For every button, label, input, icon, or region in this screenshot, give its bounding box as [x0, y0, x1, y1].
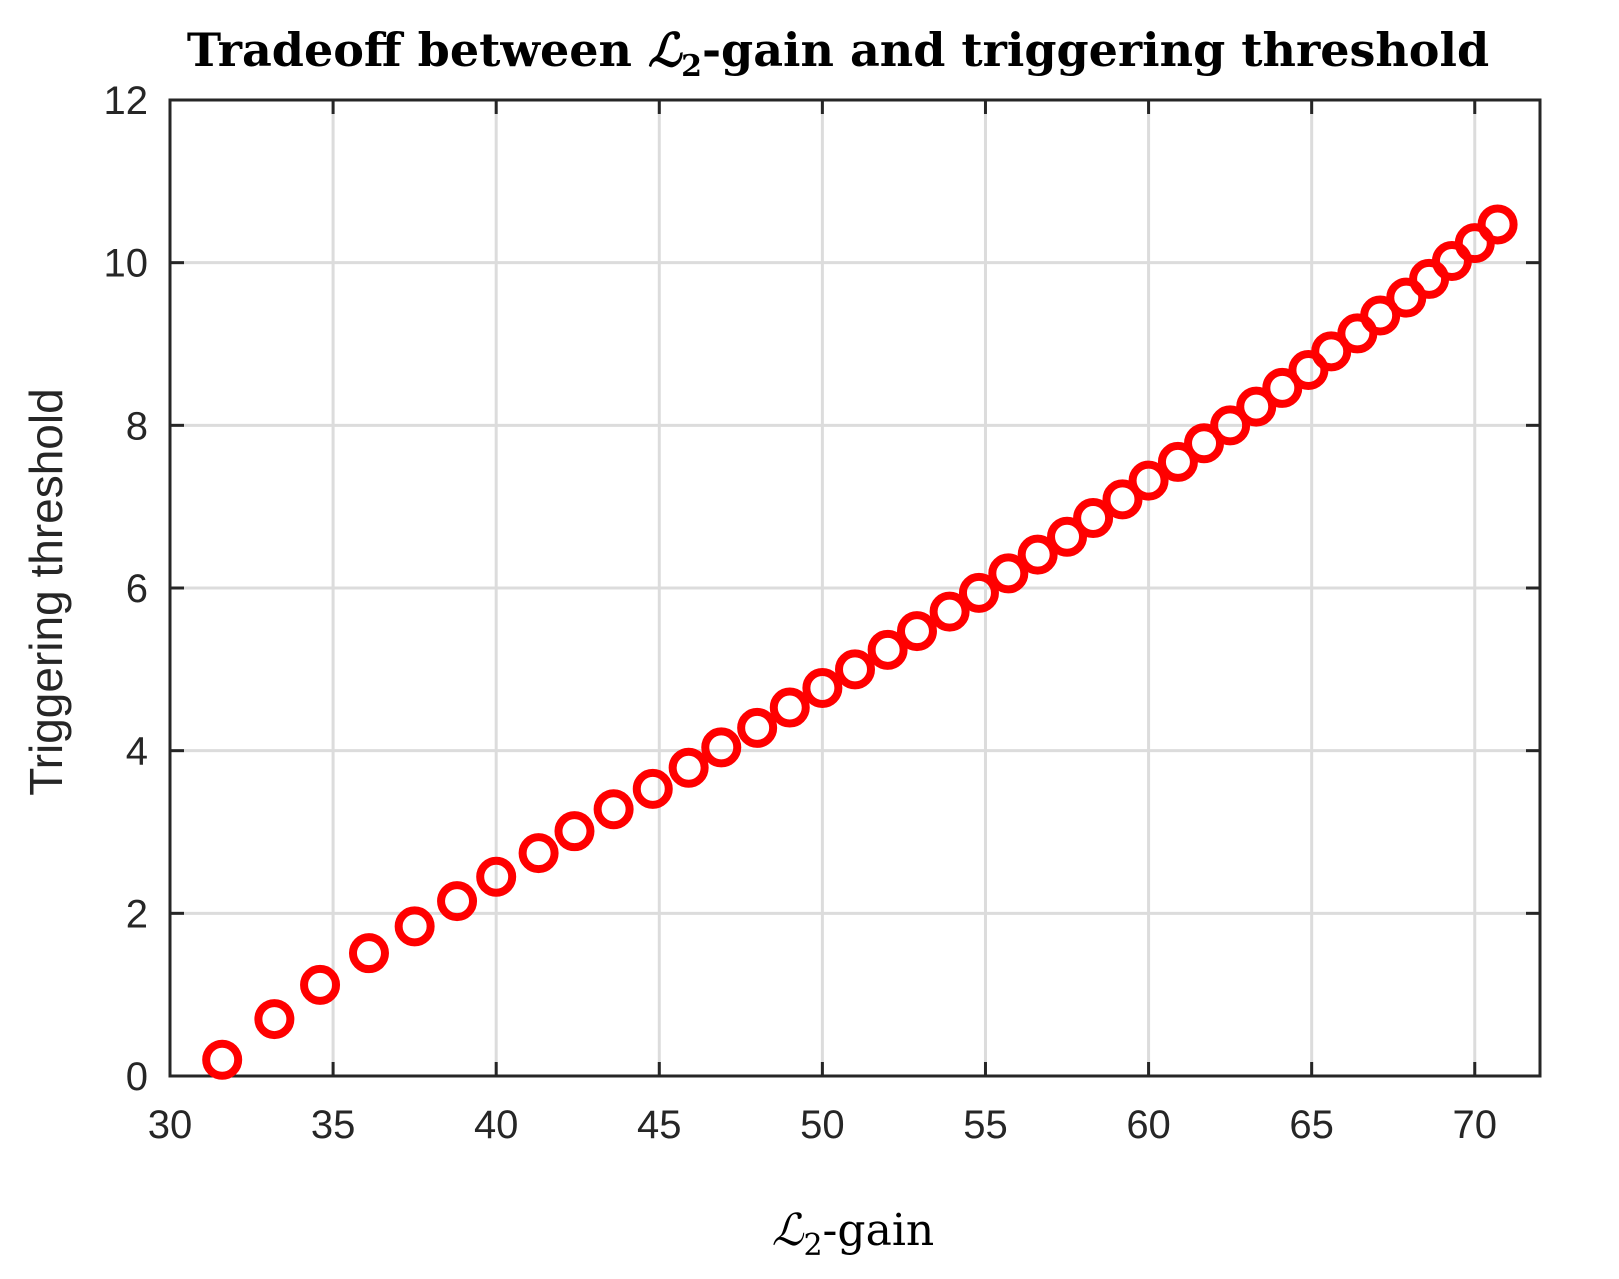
data-point: [437, 881, 478, 922]
data-point: [958, 572, 999, 613]
y-tick-label: 0: [126, 1055, 148, 1099]
chart-title: Tradeoff between ℒ2-gain and triggering …: [187, 23, 1489, 84]
data-point: [254, 999, 295, 1040]
data-point: [348, 933, 389, 974]
x-tick-label: 60: [1126, 1103, 1171, 1147]
x-tick-labels: 30 35 40 45 50 55 60 65 70: [148, 1103, 1497, 1147]
x-tick-label: 30: [148, 1103, 193, 1147]
grid: [170, 100, 1540, 1076]
data-point: [701, 727, 742, 768]
data-point: [1017, 534, 1058, 575]
data-point: [668, 747, 709, 788]
y-tick-label: 10: [104, 242, 149, 286]
data-point: [988, 553, 1029, 594]
data-point: [896, 611, 937, 652]
data-point: [300, 964, 341, 1005]
data-point: [835, 649, 875, 690]
data-point: [1210, 405, 1251, 446]
x-tick-label: 40: [474, 1103, 519, 1147]
y-tick-labels: 0 2 4 6 8 10 12: [104, 79, 149, 1099]
data-point: [867, 629, 908, 670]
data-point: [202, 1039, 243, 1080]
data-point: [1311, 331, 1352, 372]
data-point: [394, 906, 435, 947]
tick-marks: [168, 98, 1540, 1078]
y-tick-label: 12: [104, 79, 149, 123]
data-point: [1102, 479, 1143, 520]
data-point: [518, 833, 559, 874]
data-point: [1236, 386, 1277, 427]
y-tick-label: 8: [126, 404, 148, 448]
data-point: [1184, 423, 1225, 464]
data-point: [737, 707, 778, 748]
data-point: [1360, 295, 1401, 336]
data-point: [1073, 498, 1114, 539]
data-point: [929, 591, 970, 632]
x-tick-label: 65: [1289, 1103, 1334, 1147]
data-point: [554, 811, 595, 852]
data-point: [1128, 460, 1169, 501]
data-point: [802, 668, 843, 709]
x-tick-label: 55: [963, 1103, 1008, 1147]
data-point: [476, 856, 517, 897]
x-tick-label: 50: [800, 1103, 845, 1147]
x-axis-label: ℒ2-gain: [772, 1205, 934, 1263]
y-tick-label: 4: [126, 730, 148, 774]
y-axis-label: Triggering threshold: [20, 388, 72, 795]
y-tick-label: 2: [126, 892, 148, 936]
data-point: [1047, 516, 1088, 557]
data-point: [632, 768, 673, 809]
data-points: [202, 204, 1518, 1080]
x-tick-label: 70: [1453, 1103, 1498, 1147]
x-tick-label: 45: [637, 1103, 682, 1147]
data-point: [1477, 204, 1518, 245]
data-point: [1262, 367, 1303, 408]
y-tick-label: 6: [126, 567, 148, 611]
data-point: [1157, 441, 1198, 482]
data-point: [593, 789, 634, 830]
x-tick-label: 35: [311, 1103, 356, 1147]
data-point: [769, 687, 810, 728]
